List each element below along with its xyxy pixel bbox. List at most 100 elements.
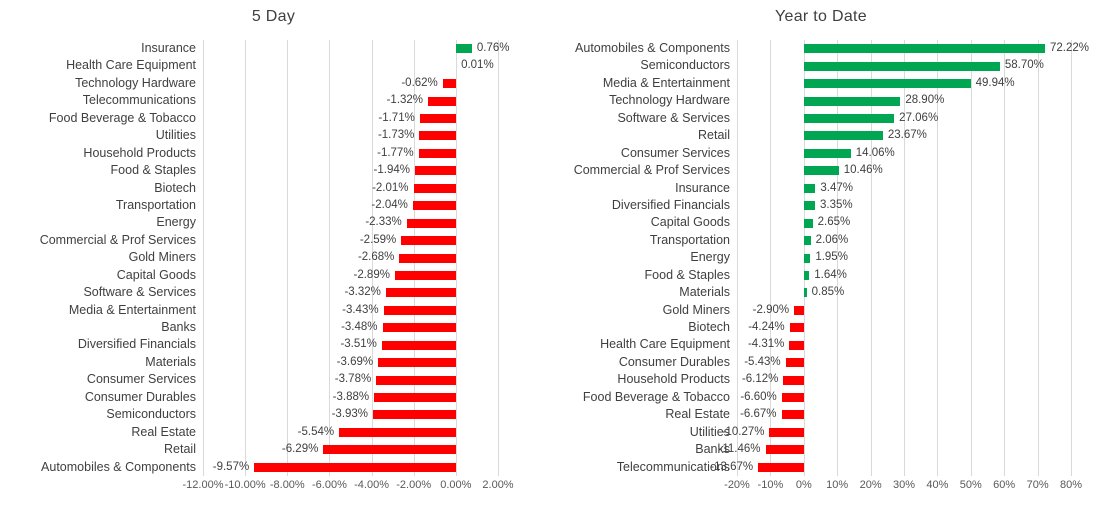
category-label: Consumer Services — [620, 145, 730, 160]
category-label: Semiconductors — [640, 58, 730, 73]
x-tick-label: 20% — [859, 479, 882, 491]
gridline — [837, 40, 839, 476]
category-label: Gold Miners — [662, 302, 730, 317]
negative-bar — [376, 375, 456, 385]
x-tick-label: -10% — [757, 479, 784, 491]
category-label: Food Beverage & Tobacco — [48, 110, 196, 125]
negative-bar — [385, 288, 456, 298]
negative-bar — [323, 445, 456, 455]
positive-bar — [803, 61, 1000, 71]
plot-area-year-to-date: 72.22% 58.70% 49.94% 28.90% 27.06% 23.67% 14.0… — [710, 40, 1089, 476]
negative-bar — [414, 166, 456, 176]
gridline — [498, 40, 499, 476]
negative-bar — [789, 340, 804, 350]
negative-bar — [383, 305, 456, 315]
value-label: -1.32% — [386, 94, 424, 107]
gridline — [329, 40, 331, 476]
category-label: Consumer Durables — [84, 389, 196, 404]
category-label: Commercial & Prof Services — [573, 163, 730, 178]
category-label: Consumer Services — [86, 372, 196, 387]
category-label: Materials — [145, 354, 196, 369]
category-label: Retail — [698, 128, 730, 143]
value-label: -3.51% — [340, 338, 377, 351]
value-label: -2.89% — [353, 268, 390, 281]
value-label: -2.59% — [359, 233, 397, 246]
category-label: Consumer Durables — [618, 354, 730, 369]
x-tick-label: 10% — [826, 479, 849, 491]
negative-bar — [419, 113, 456, 123]
value-label: -3.78% — [334, 373, 372, 386]
x-tick-label: -10.00% — [224, 479, 266, 491]
negative-bar — [394, 270, 456, 280]
value-label: 0.76% — [476, 42, 510, 54]
value-label: -5.43% — [744, 355, 781, 368]
value-label: -1.94% — [373, 164, 410, 177]
category-label: Semiconductors — [106, 407, 196, 422]
category-label: Software & Services — [617, 110, 730, 125]
gridline — [770, 40, 772, 476]
value-label: 58.70% — [1004, 59, 1044, 72]
category-label: Biotech — [154, 180, 196, 195]
gridline — [970, 40, 972, 476]
negative-bar — [399, 253, 456, 263]
plot-area-5-day: 0.76% 0.01% -0.62% -1.32% -1.71% -1.73% -1.77%… — [203, 40, 509, 476]
category-label: Food Beverage & Tobacco — [582, 389, 730, 404]
x-tick-label: 40% — [926, 479, 949, 491]
gridline — [904, 40, 905, 476]
category-label: Gold Miners — [128, 250, 196, 265]
value-label: -4.24% — [748, 321, 785, 334]
value-label: -3.93% — [331, 408, 369, 421]
gridline — [1037, 40, 1039, 476]
category-label: Transportation — [115, 197, 196, 212]
x-tick-label: -6.00% — [311, 479, 347, 491]
negative-bar — [412, 201, 456, 211]
negative-bar — [765, 445, 804, 455]
category-label: Banks — [695, 442, 730, 457]
category-label: Technology Hardware — [75, 75, 196, 90]
value-label: 3.47% — [820, 181, 853, 194]
value-label: -4.31% — [747, 338, 785, 351]
negative-bar — [373, 410, 456, 420]
value-label: -9.57% — [212, 460, 250, 473]
negative-bar — [794, 305, 804, 315]
negative-bar — [781, 393, 804, 403]
value-label: 27.06% — [899, 111, 939, 124]
gridline — [203, 40, 204, 476]
gridline — [1004, 40, 1006, 476]
value-label: -6.29% — [281, 443, 319, 456]
category-label: Materials — [679, 285, 730, 300]
negative-bar — [339, 427, 456, 437]
value-label: 0.01% — [461, 59, 494, 72]
category-label-column: Insurance Health Care Equipment Technology… — [0, 40, 196, 476]
x-tick-label: -12.00% — [182, 479, 224, 491]
positive-bar — [803, 236, 811, 246]
category-label: Banks — [161, 320, 196, 334]
value-label: 72.22% — [1050, 42, 1090, 54]
category-label: Diversified Financials — [611, 197, 730, 212]
chart-title-year-to-date: Year to Date — [775, 8, 867, 25]
value-label: -5.54% — [297, 425, 335, 438]
positive-bar — [803, 148, 851, 158]
negative-bar — [785, 358, 804, 368]
value-label: 49.94% — [975, 76, 1015, 89]
x-tick-label: 0% — [795, 479, 812, 491]
x-tick-label: 0.00% — [440, 479, 472, 491]
positive-bar — [803, 113, 895, 123]
category-label: Real Estate — [131, 424, 196, 439]
positive-bar — [803, 253, 811, 263]
value-label: -3.48% — [341, 321, 378, 334]
negative-bar — [406, 218, 456, 228]
value-label: -2.33% — [365, 216, 402, 229]
gridline — [371, 40, 373, 476]
gridline — [455, 40, 457, 476]
negative-bar — [413, 183, 456, 193]
chart-title-5-day: 5 Day — [251, 8, 296, 25]
category-label: Food & Staples — [644, 267, 730, 282]
value-label: -2.90% — [752, 303, 790, 316]
positive-bar — [803, 131, 883, 141]
category-label: Household Products — [617, 372, 730, 387]
category-label: Capital Goods — [116, 267, 196, 282]
positive-bar — [803, 288, 807, 298]
value-label: 14.06% — [855, 146, 895, 159]
